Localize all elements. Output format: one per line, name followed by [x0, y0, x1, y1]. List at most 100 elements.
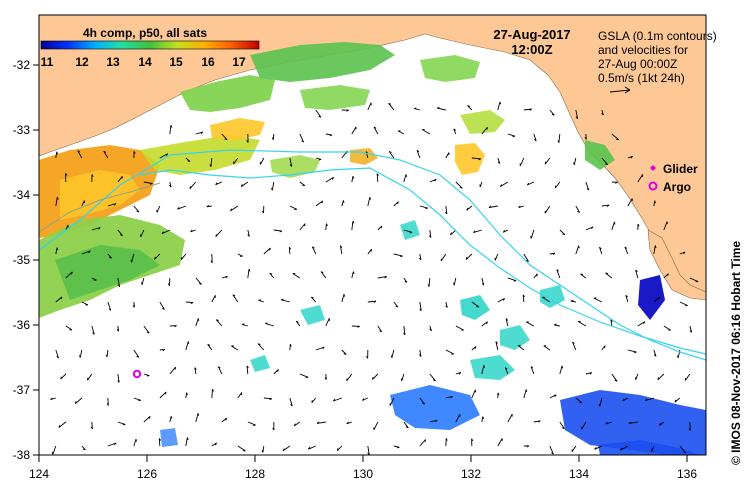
velocity-arrow-head	[573, 162, 575, 166]
velocity-arrow	[627, 349, 637, 353]
velocity-arrow-head	[467, 105, 471, 107]
velocity-arrow-head	[551, 452, 554, 455]
land-peninsula	[647, 229, 706, 301]
velocity-arrow	[523, 389, 527, 399]
velocity-arrow	[620, 445, 629, 451]
velocity-arrow	[294, 421, 301, 427]
y-axis: -32 -33 -34 -35 -36 -37 -38	[13, 58, 39, 462]
velocity-arrow-head	[422, 402, 425, 405]
velocity-arrow-head	[269, 247, 271, 251]
velocity-arrow-head	[458, 372, 462, 375]
velocity-arrow-head	[526, 182, 530, 186]
velocity-arrow	[635, 373, 639, 380]
velocity-arrow	[637, 321, 646, 327]
velocity-arrow-head	[473, 230, 476, 233]
velocity-arrow	[419, 439, 426, 447]
velocity-arrow-head	[82, 448, 86, 451]
velocity-arrow-head	[450, 232, 452, 236]
velocity-arrow	[241, 323, 248, 327]
velocity-arrow-head	[109, 256, 112, 259]
velocity-arrow-head	[136, 355, 140, 358]
velocity-arrow	[575, 245, 580, 255]
velocity-arrow-head	[65, 173, 68, 176]
velocity-arrow	[473, 229, 482, 234]
velocity-arrow-head	[113, 203, 117, 206]
velocity-arrow	[494, 253, 499, 261]
velocity-arrow-head	[174, 325, 177, 328]
velocity-arrow	[299, 373, 309, 378]
velocity-arrow	[453, 277, 457, 286]
velocity-arrow	[263, 397, 272, 400]
velocity-arrow-head	[272, 427, 275, 431]
velocity-arrow-head	[486, 321, 488, 325]
velocity-arrow	[367, 248, 372, 255]
velocity-arrow	[154, 253, 161, 260]
x-tick-126: 126	[137, 455, 157, 481]
velocity-arrow	[133, 205, 140, 213]
velocity-arrow-head	[56, 247, 59, 251]
velocity-arrow-head	[158, 438, 161, 441]
velocity-arrows	[50, 101, 699, 455]
velocity-arrow-head	[279, 230, 283, 233]
velocity-arrow-head	[505, 367, 508, 370]
y-tick-34: -34	[13, 188, 39, 202]
velocity-arrow	[351, 221, 354, 231]
velocity-arrow	[325, 223, 327, 231]
velocity-arrow-head	[340, 245, 343, 248]
velocity-arrow	[282, 445, 291, 452]
velocity-arrow	[377, 225, 383, 231]
velocity-arrow	[679, 251, 686, 255]
velocity-arrow	[455, 414, 461, 423]
gsla-line: and velocities for	[598, 43, 688, 57]
velocity-arrow-head	[499, 184, 502, 187]
velocity-arrow-head	[352, 271, 355, 275]
plot-frame	[38, 14, 707, 456]
velocity-arrow-head	[357, 325, 360, 328]
map-date: 27-Aug-2017	[493, 27, 570, 42]
velocity-arrow-head	[167, 283, 170, 286]
velocity-arrow-head	[265, 322, 268, 324]
velocity-arrow	[393, 301, 399, 308]
velocity-arrow-head	[154, 256, 156, 260]
velocity-arrow-head	[293, 423, 296, 427]
velocity-arrow-head	[605, 421, 608, 425]
velocity-arrow	[549, 394, 557, 399]
velocity-arrow-head	[311, 400, 313, 403]
velocity-arrow-head	[289, 344, 292, 347]
glider-legend-item: Glider	[650, 162, 698, 176]
x-tick-label: 132	[461, 467, 481, 481]
velocity-arrow-head	[683, 251, 686, 255]
velocity-arrow	[308, 445, 317, 450]
velocity-arrow	[211, 389, 213, 399]
velocity-arrow-head	[304, 223, 306, 227]
velocity-arrow	[247, 421, 256, 426]
velocity-arrow	[230, 205, 239, 212]
velocity-arrow	[133, 349, 140, 358]
velocity-arrow-head	[161, 307, 165, 310]
velocity-arrow-head	[342, 200, 345, 204]
velocity-arrow-head	[630, 155, 633, 159]
velocity-arrow-head	[117, 284, 120, 287]
velocity-arrow-head	[445, 438, 448, 441]
sst-patches	[39, 42, 706, 455]
velocity-arrow-head	[488, 205, 492, 208]
plot-area	[39, 15, 706, 455]
velocity-arrow	[351, 126, 357, 135]
velocity-arrow	[481, 277, 485, 286]
velocity-arrow-head	[677, 355, 679, 359]
velocity-arrow-head	[108, 308, 112, 311]
velocity-arrow	[466, 205, 473, 211]
velocity-arrow	[169, 416, 172, 423]
velocity-arrow	[495, 341, 499, 351]
velocity-arrow	[75, 397, 83, 405]
velocity-arrow	[299, 223, 306, 231]
velocity-arrow	[316, 421, 326, 424]
velocity-arrow	[271, 181, 275, 191]
velocity-arrow-head	[419, 257, 422, 261]
velocity-arrow-head	[186, 392, 188, 396]
velocity-arrow	[272, 133, 275, 140]
velocity-arrow-head	[518, 344, 521, 347]
velocity-arrow-head	[654, 245, 657, 249]
velocity-arrow-head	[77, 150, 81, 153]
velocity-arrow-head	[277, 369, 279, 372]
